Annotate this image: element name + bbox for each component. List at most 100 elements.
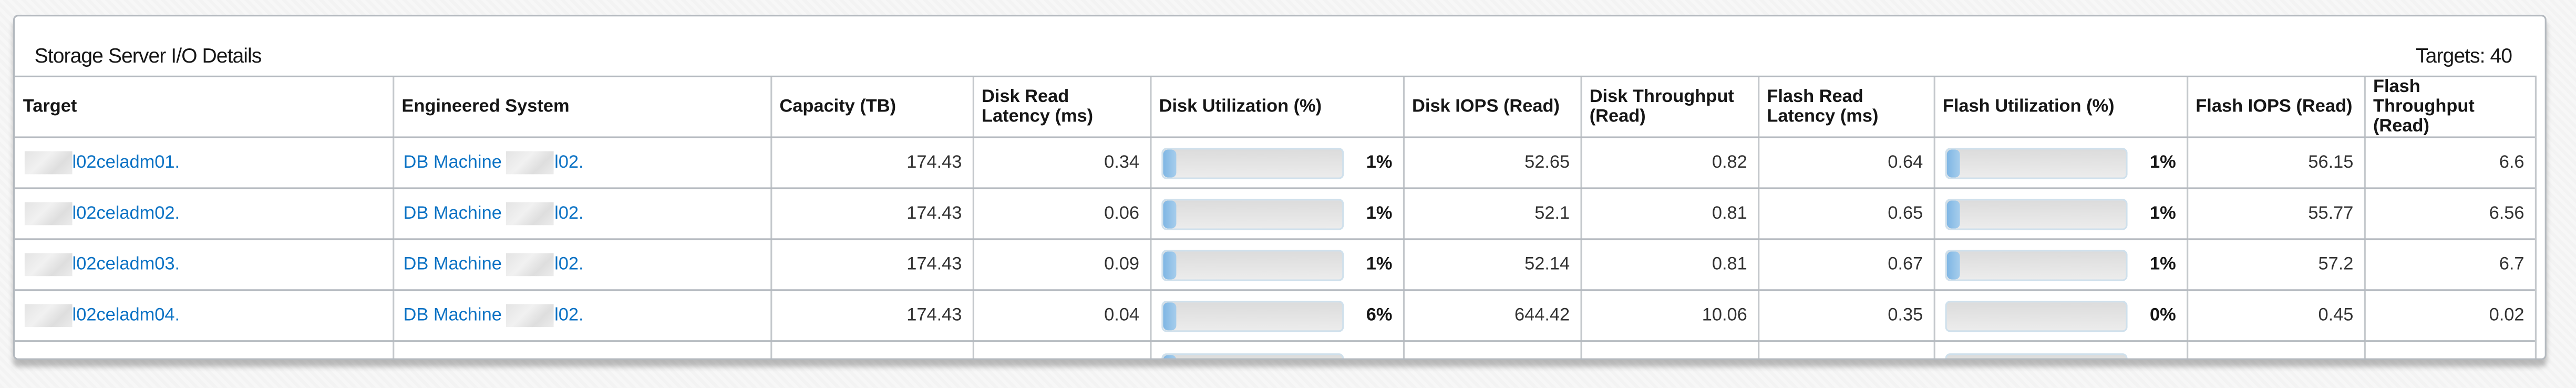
utilization-cell <box>1933 341 2188 359</box>
utilization-bar-fill <box>1162 355 1177 359</box>
column-header-disk-iops[interactable]: Disk IOPS (Read) <box>1403 77 1582 138</box>
disk-utilization-bar-fill <box>1162 199 1177 228</box>
flash-utilization-bar <box>1944 147 2127 179</box>
target-name: l02celadm03. <box>72 254 180 274</box>
disk-utilization-cell: 1% <box>1150 137 1404 189</box>
engineered-system-cell: DB Machine l02. <box>393 239 771 291</box>
column-header-flash-utilization[interactable]: Flash Utilization (%) <box>1933 77 2188 138</box>
system-prefix: DB Machine <box>403 254 502 274</box>
empty-cell <box>1403 341 1582 359</box>
flash-utilization-percent: 1% <box>2150 203 2176 224</box>
redacted-text <box>24 202 73 226</box>
capacity-cell: 174.43 <box>770 137 974 189</box>
engineered-system-link[interactable]: DB Machine l02. <box>403 304 584 328</box>
redacted-text <box>507 202 555 226</box>
column-header-engineered-system[interactable]: Engineered System <box>393 77 771 138</box>
system-prefix: DB Machine <box>403 203 502 223</box>
column-header-disk-utilization[interactable]: Disk Utilization (%) <box>1150 77 1404 138</box>
engineered-system-cell: DB Machine l02. <box>393 137 771 189</box>
flash-utilization-bar <box>1944 198 2127 230</box>
flash-utilization-cell: 1% <box>1933 137 2188 189</box>
disk-utilization-percent: 1% <box>1366 203 1393 224</box>
table-scroll-area[interactable]: Target Engineered System Capacity (TB) Disk… <box>15 75 2537 359</box>
panel-title: Storage Server I/O Details <box>34 44 262 68</box>
system-suffix: l02. <box>554 305 584 325</box>
empty-cell <box>1758 341 1935 359</box>
disk-utilization-percent: 6% <box>1366 305 1393 326</box>
column-header-disk-read-latency[interactable]: Disk Read Latency (ms) <box>972 77 1151 138</box>
system-prefix: DB Machine <box>403 305 502 325</box>
system-suffix: l02. <box>554 254 584 274</box>
target-link[interactable]: l02celadm03. <box>24 253 180 277</box>
flash-utilization-percent: 0% <box>2150 305 2176 326</box>
disk-read-latency-cell: 0.04 <box>972 290 1151 342</box>
table-row: l02celadm02. DB Machine l02. 174.43 0.06 1% 5… <box>15 188 2535 240</box>
disk-throughput-cell: 0.81 <box>1580 188 1759 240</box>
target-cell: l02celadm01. <box>15 137 394 189</box>
utilization-cell <box>1150 341 1404 359</box>
flash-read-latency-cell: 0.35 <box>1758 290 1935 342</box>
flash-utilization-bar <box>1944 249 2127 281</box>
flash-read-latency-cell: 0.67 <box>1758 239 1935 291</box>
target-link[interactable]: l02celadm04. <box>24 304 180 328</box>
empty-cell <box>770 341 974 359</box>
column-header-target[interactable]: Target <box>15 77 394 138</box>
redacted-text <box>24 151 73 175</box>
table-row-partial <box>15 341 2535 359</box>
target-cell: l02celadm04. <box>15 290 394 342</box>
redacted-text <box>24 253 73 277</box>
disk-throughput-cell: 10.06 <box>1580 290 1759 342</box>
target-name: l02celadm04. <box>72 305 180 325</box>
capacity-cell: 174.43 <box>770 290 974 342</box>
storage-io-table: Target Engineered System Capacity (TB) Disk… <box>15 77 2535 359</box>
disk-read-latency-cell: 0.34 <box>972 137 1151 189</box>
disk-read-latency-cell: 0.09 <box>972 239 1151 291</box>
target-name: l02celadm01. <box>72 152 180 172</box>
flash-utilization-bar-fill <box>1946 199 1961 228</box>
targets-count: Targets: 40 <box>2416 44 2512 68</box>
redacted-text <box>507 253 555 277</box>
engineered-system-link[interactable]: DB Machine l02. <box>404 151 584 175</box>
flash-throughput-cell: 0.02 <box>2364 290 2535 342</box>
redacted-text <box>24 304 73 328</box>
disk-utilization-bar <box>1160 249 1343 281</box>
disk-utilization-bar-fill <box>1162 148 1177 177</box>
flash-utilization-cell: 1% <box>1933 188 2188 240</box>
target-link[interactable]: l02celadm01. <box>24 151 180 175</box>
disk-utilization-cell: 1% <box>1150 188 1404 240</box>
disk-utilization-bar <box>1160 198 1343 230</box>
flash-read-latency-cell: 0.65 <box>1758 188 1935 240</box>
target-link[interactable]: l02celadm02. <box>24 202 180 226</box>
column-header-disk-throughput[interactable]: Disk Throughput (Read) <box>1580 77 1759 138</box>
disk-utilization-cell: 1% <box>1150 239 1404 291</box>
flash-utilization-bar <box>1944 300 2127 331</box>
flash-utilization-percent: 1% <box>2150 254 2176 275</box>
disk-iops-cell: 644.42 <box>1403 290 1582 342</box>
flash-utilization-bar-fill <box>1946 250 1961 279</box>
column-header-capacity[interactable]: Capacity (TB) <box>770 77 974 138</box>
flash-utilization-percent: 1% <box>2150 152 2176 173</box>
disk-utilization-percent: 1% <box>1366 254 1393 275</box>
column-header-flash-iops[interactable]: Flash IOPS (Read) <box>2187 77 2365 138</box>
disk-iops-cell: 52.1 <box>1403 188 1582 240</box>
flash-iops-cell: 55.77 <box>2187 188 2365 240</box>
engineered-system-cell: DB Machine l02. <box>393 290 771 342</box>
flash-iops-cell: 0.45 <box>2187 290 2365 342</box>
table-row: l02celadm03. DB Machine l02. 174.43 0.09 1% 5… <box>15 239 2535 291</box>
column-header-flash-throughput[interactable]: Flash Throughput (Read) <box>2364 77 2535 138</box>
flash-throughput-cell: 6.56 <box>2364 188 2535 240</box>
column-header-flash-read-latency[interactable]: Flash Read Latency (ms) <box>1758 77 1935 138</box>
engineered-system-link[interactable]: DB Machine l02. <box>403 253 584 277</box>
empty-cell <box>1580 341 1759 359</box>
utilization-bar <box>1944 353 2127 359</box>
disk-utilization-bar <box>1160 147 1343 179</box>
engineered-system-link[interactable]: DB Machine l02. <box>403 202 584 226</box>
disk-iops-cell: 52.14 <box>1403 239 1582 291</box>
disk-read-latency-cell: 0.06 <box>972 188 1151 240</box>
target-cell: l02celadm03. <box>15 239 394 291</box>
flash-throughput-cell: 6.7 <box>2364 239 2535 291</box>
engineered-system-cell: DB Machine l02. <box>393 188 771 240</box>
disk-utilization-bar <box>1160 300 1343 331</box>
empty-cell <box>2187 341 2365 359</box>
